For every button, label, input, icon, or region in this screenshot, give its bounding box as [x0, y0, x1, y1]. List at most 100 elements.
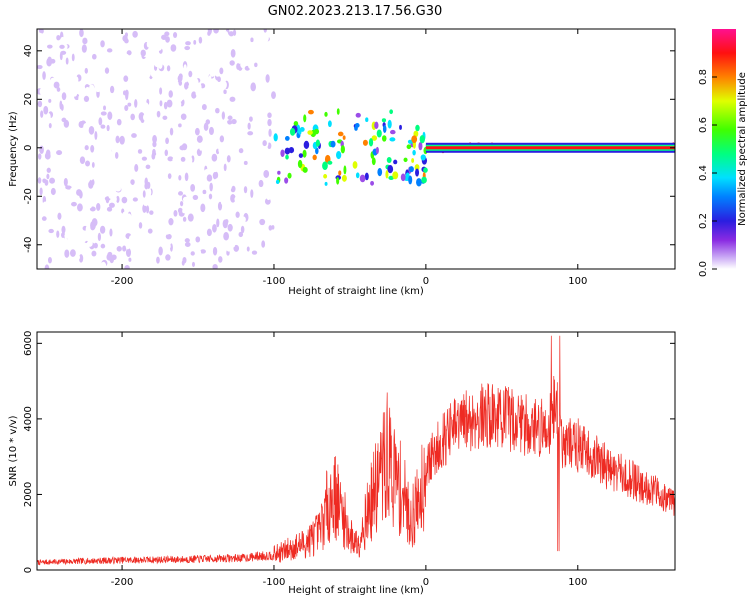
heatmap-cell [202, 189, 207, 195]
heatmap-cell [298, 153, 304, 158]
heatmap-cell [231, 185, 236, 192]
heatmap-cell [227, 119, 233, 125]
heatmap-cell [138, 112, 145, 121]
heatmap-cell [406, 144, 412, 150]
heatmap-cell [370, 180, 375, 186]
heatmap-cell [147, 108, 153, 117]
heatmap-cell [61, 117, 67, 123]
heatmap-cell [132, 233, 136, 239]
heatmap-cell [191, 91, 197, 99]
heatmap-cell [261, 240, 266, 248]
heatmap-cell [386, 157, 392, 164]
colorbar: 0.0 0.2 0.4 0.6 0.8 Normalized spectral ampl… [698, 29, 748, 277]
heatmap-cell [47, 44, 53, 49]
heatmap-cell [343, 165, 347, 175]
x-tick-label: -100 [263, 577, 286, 588]
heatmap-cell [128, 166, 134, 174]
heatmap-cell [69, 249, 76, 257]
heatmap-cell [217, 56, 223, 62]
heatmap-cell [269, 188, 274, 194]
heatmap-cell [69, 137, 75, 142]
heatmap-cell [85, 225, 90, 235]
heatmap-cell [108, 202, 115, 208]
heatmap-cell [126, 217, 132, 225]
heatmap-cell [240, 61, 246, 69]
heatmap-cell [225, 75, 230, 81]
heatmap-cell [94, 31, 100, 39]
heatmap-cell [169, 127, 174, 136]
heatmap-cell [39, 88, 43, 95]
heatmap-cell [243, 160, 248, 165]
heatmap-cell [265, 74, 270, 83]
heatmap-cell [302, 166, 308, 173]
heatmap-cell [322, 161, 328, 171]
heatmap-cell [193, 78, 199, 87]
heatmap-cell [159, 125, 164, 133]
heatmap-cell [106, 48, 113, 53]
heatmap-cell [41, 259, 45, 268]
heatmap-cell [150, 69, 156, 78]
heatmap-cell [173, 132, 179, 142]
heatmap-cell [352, 161, 358, 169]
colorbar-ticks: 0.0 0.2 0.4 0.6 0.8 [698, 69, 717, 277]
heatmap-cell [104, 177, 111, 183]
heatmap-cell [116, 246, 122, 252]
heatmap-cell [39, 145, 44, 155]
heatmap-cell [177, 132, 183, 139]
heatmap-cell [176, 47, 182, 53]
heatmap-cell [165, 36, 170, 43]
heatmap-cell [100, 130, 107, 139]
heatmap-cell [183, 64, 187, 73]
heatmap-cell [190, 183, 196, 192]
heatmap-cell [182, 222, 186, 230]
heatmap-cell [240, 225, 245, 234]
heatmap-cell [118, 111, 124, 117]
heatmap-cell [83, 95, 90, 103]
heatmap-cell [324, 181, 328, 186]
heatmap-cell [164, 48, 169, 55]
heatmap-cell [127, 120, 131, 129]
heatmap-cell [116, 195, 120, 203]
heatmap-cell [180, 113, 187, 120]
heatmap-cell [42, 201, 49, 209]
heatmap-cell [167, 199, 173, 206]
heatmap-cell [128, 190, 134, 197]
heatmap-cell [64, 130, 69, 139]
heatmap-cell [77, 203, 83, 212]
heatmap-cell [117, 39, 123, 47]
heatmap-cell [89, 172, 94, 181]
heatmap-cell [79, 29, 84, 38]
heatmap-cell [176, 118, 182, 124]
heatmap-cell [108, 78, 115, 84]
heatmap-cell [241, 118, 246, 127]
heatmap-cell [171, 124, 178, 130]
y-tick-label: 0 [23, 145, 34, 151]
heatmap-cell [90, 144, 95, 153]
heatmap-cell [56, 35, 61, 41]
x-tick-label: -200 [111, 577, 134, 588]
heatmap-cell [46, 173, 50, 180]
heatmap-cell [70, 187, 74, 193]
heatmap-cell [182, 196, 189, 203]
heatmap-cell [415, 168, 420, 177]
heatmap-cell [208, 193, 213, 200]
heatmap-cell [89, 58, 95, 66]
heatmap-cell [122, 35, 128, 42]
heatmap-cell [214, 72, 221, 77]
heatmap-cell [259, 218, 266, 226]
heatmap-cell [387, 119, 392, 129]
heatmap-cell [224, 31, 229, 41]
heatmap-cell [177, 75, 183, 82]
heatmap-cell [162, 206, 167, 211]
heatmap-cell [266, 206, 271, 211]
heatmap-cell [193, 202, 199, 212]
heatmap-cell [153, 74, 158, 84]
spectrogram-y-ticks: 40 20 0 -20 -40 [23, 44, 675, 253]
heatmap-cell [130, 179, 135, 185]
heatmap-cell [197, 89, 204, 96]
heatmap-cell [40, 238, 46, 243]
heatmap-cell [166, 65, 171, 72]
heatmap-cell [198, 99, 202, 108]
heatmap-cell [271, 225, 275, 230]
heatmap-cell [190, 141, 195, 148]
